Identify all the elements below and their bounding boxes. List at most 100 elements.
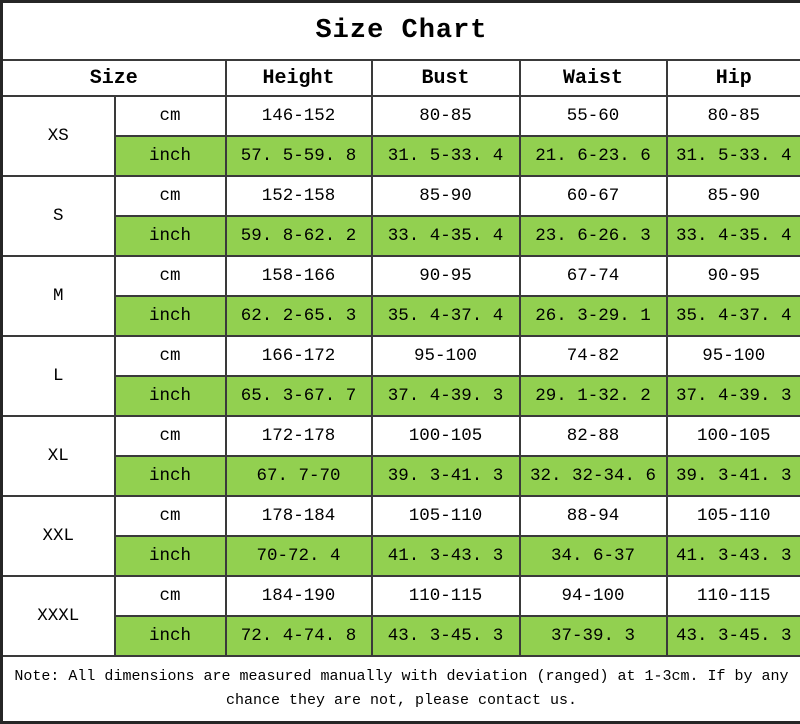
value-cell-inch: 65. 3-67. 7 — [226, 376, 372, 416]
unit-label-inch: inch — [115, 216, 226, 256]
value-cell-inch: 72. 4-74. 8 — [226, 616, 372, 656]
value-cell-cm: 95-100 — [667, 336, 800, 376]
value-cell-cm: 110-115 — [667, 576, 800, 616]
unit-label-cm: cm — [115, 496, 226, 536]
value-cell-cm: 172-178 — [226, 416, 372, 456]
value-cell-inch: 31. 5-33. 4 — [667, 136, 800, 176]
value-cell-cm: 82-88 — [520, 416, 667, 456]
size-label: XXL — [2, 496, 115, 576]
unit-label-cm: cm — [115, 256, 226, 296]
value-cell-cm: 88-94 — [520, 496, 667, 536]
value-cell-inch: 35. 4-37. 4 — [372, 296, 520, 336]
size-label: XS — [2, 96, 115, 176]
value-cell-inch: 32. 32-34. 6 — [520, 456, 667, 496]
value-cell-cm: 100-105 — [667, 416, 800, 456]
unit-label-inch: inch — [115, 136, 226, 176]
value-cell-cm: 105-110 — [372, 496, 520, 536]
value-cell-cm: 184-190 — [226, 576, 372, 616]
value-cell-cm: 152-158 — [226, 176, 372, 216]
header-row: Size Height Bust Waist Hip — [2, 60, 800, 96]
value-cell-cm: 80-85 — [667, 96, 800, 136]
unit-label-cm: cm — [115, 96, 226, 136]
value-cell-cm: 105-110 — [667, 496, 800, 536]
value-cell-inch: 70-72. 4 — [226, 536, 372, 576]
value-cell-inch: 37. 4-39. 3 — [372, 376, 520, 416]
value-cell-inch: 37-39. 3 — [520, 616, 667, 656]
value-cell-cm: 85-90 — [372, 176, 520, 216]
value-cell-cm: 100-105 — [372, 416, 520, 456]
size-label: M — [2, 256, 115, 336]
value-cell-cm: 60-67 — [520, 176, 667, 216]
value-cell-inch: 33. 4-35. 4 — [372, 216, 520, 256]
column-header-waist: Waist — [520, 60, 667, 96]
value-cell-cm: 158-166 — [226, 256, 372, 296]
column-header-bust: Bust — [372, 60, 520, 96]
value-cell-cm: 94-100 — [520, 576, 667, 616]
value-cell-cm: 166-172 — [226, 336, 372, 376]
value-cell-cm: 110-115 — [372, 576, 520, 616]
unit-label-cm: cm — [115, 176, 226, 216]
value-cell-inch: 67. 7-70 — [226, 456, 372, 496]
value-cell-inch: 23. 6-26. 3 — [520, 216, 667, 256]
value-cell-cm: 74-82 — [520, 336, 667, 376]
unit-label-cm: cm — [115, 576, 226, 616]
value-cell-cm: 178-184 — [226, 496, 372, 536]
value-cell-inch: 31. 5-33. 4 — [372, 136, 520, 176]
value-cell-inch: 35. 4-37. 4 — [667, 296, 800, 336]
size-label: S — [2, 176, 115, 256]
value-cell-cm: 90-95 — [667, 256, 800, 296]
value-cell-inch: 37. 4-39. 3 — [667, 376, 800, 416]
value-cell-inch: 43. 3-45. 3 — [372, 616, 520, 656]
size-label: XXXL — [2, 576, 115, 656]
unit-label-inch: inch — [115, 536, 226, 576]
chart-title: Size Chart — [2, 2, 800, 61]
value-cell-cm: 146-152 — [226, 96, 372, 136]
column-header-size: Size — [2, 60, 226, 96]
unit-label-inch: inch — [115, 296, 226, 336]
value-cell-inch: 41. 3-43. 3 — [667, 536, 800, 576]
size-label: XL — [2, 416, 115, 496]
value-cell-inch: 39. 3-41. 3 — [372, 456, 520, 496]
value-cell-inch: 59. 8-62. 2 — [226, 216, 372, 256]
value-cell-cm: 90-95 — [372, 256, 520, 296]
note-row: Note: All dimensions are measured manual… — [2, 656, 800, 723]
unit-label-inch: inch — [115, 376, 226, 416]
unit-label-cm: cm — [115, 336, 226, 376]
value-cell-inch: 57. 5-59. 8 — [226, 136, 372, 176]
note-text: Note: All dimensions are measured manual… — [2, 656, 800, 723]
value-cell-inch: 41. 3-43. 3 — [372, 536, 520, 576]
value-cell-inch: 33. 4-35. 4 — [667, 216, 800, 256]
value-cell-inch: 21. 6-23. 6 — [520, 136, 667, 176]
unit-label-cm: cm — [115, 416, 226, 456]
column-header-height: Height — [226, 60, 372, 96]
value-cell-cm: 80-85 — [372, 96, 520, 136]
unit-label-inch: inch — [115, 616, 226, 656]
value-cell-inch: 43. 3-45. 3 — [667, 616, 800, 656]
value-cell-inch: 62. 2-65. 3 — [226, 296, 372, 336]
value-cell-inch: 39. 3-41. 3 — [667, 456, 800, 496]
value-cell-cm: 95-100 — [372, 336, 520, 376]
value-cell-inch: 29. 1-32. 2 — [520, 376, 667, 416]
value-cell-inch: 26. 3-29. 1 — [520, 296, 667, 336]
title-row: Size Chart — [2, 2, 800, 61]
value-cell-cm: 67-74 — [520, 256, 667, 296]
value-cell-inch: 34. 6-37 — [520, 536, 667, 576]
size-label: L — [2, 336, 115, 416]
column-header-hip: Hip — [667, 60, 800, 96]
